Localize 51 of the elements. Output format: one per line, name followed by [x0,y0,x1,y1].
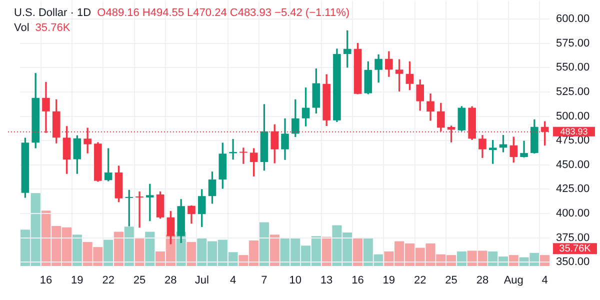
y-tick-label: 375.00 [556,232,590,244]
bar [134,238,144,266]
annotation: Vol [14,22,30,34]
bar [72,234,82,266]
bar [540,255,550,266]
x-tick-label: 25 [133,274,146,287]
text: 35.76K [559,243,592,254]
x-tick-label: 16 [40,274,52,287]
bar [508,255,518,266]
x-tick-label: 22 [102,274,114,287]
x-tick-label: 25 [445,274,458,287]
x-tick-label: 28 [164,274,177,287]
bar [124,226,134,266]
bar [145,232,155,266]
x-tick-label: 13 [320,274,333,287]
candlestick [136,191,144,228]
y-tick-label: 400.00 [556,208,590,220]
y-tick-label: 575.00 [556,37,590,50]
x-tick-label: 7 [261,274,268,287]
x-tick-label: 19 [382,274,396,287]
x-tick-label: 19 [71,274,84,287]
bar [186,242,196,266]
bar [322,236,332,266]
candlestick [240,148,248,164]
bar [270,234,280,266]
bar [259,222,269,266]
ref-line-label: 483.93 [560,126,588,136]
x-tick-label: 16 [352,274,364,287]
x-tick-label: Aug [504,274,524,287]
bar [104,240,114,266]
x-tick-label: 22 [414,274,426,287]
y-tick-label: 450.00 [556,158,590,171]
x-tick-label: 28 [476,274,489,287]
x-tick-label: Jul [194,274,209,287]
y-tick-label: 500.00 [556,110,590,122]
bar [456,251,466,266]
candlestick [520,140,528,158]
y-tick-label: 525.00 [556,86,590,98]
x-tick-label: 4 [230,274,236,287]
bar [114,232,124,266]
x-tick-label: 4 [542,274,548,287]
y-tick-label: 550.00 [556,62,590,74]
y-tick-label: 475.00 [556,134,590,147]
y-tick-label: 350.00 [556,256,590,268]
text: O489.16 H494.55 L470.24 C483.93 −5.42 (−1.11%) [97,7,350,19]
y-tick-label: 600.00 [556,13,590,26]
text: U.S. Dollar · 1D [14,7,92,19]
text: 35.76K [35,22,70,34]
y-tick-label: 425.00 [556,183,590,196]
bar [352,238,363,266]
x-tick-label: 10 [289,274,302,287]
